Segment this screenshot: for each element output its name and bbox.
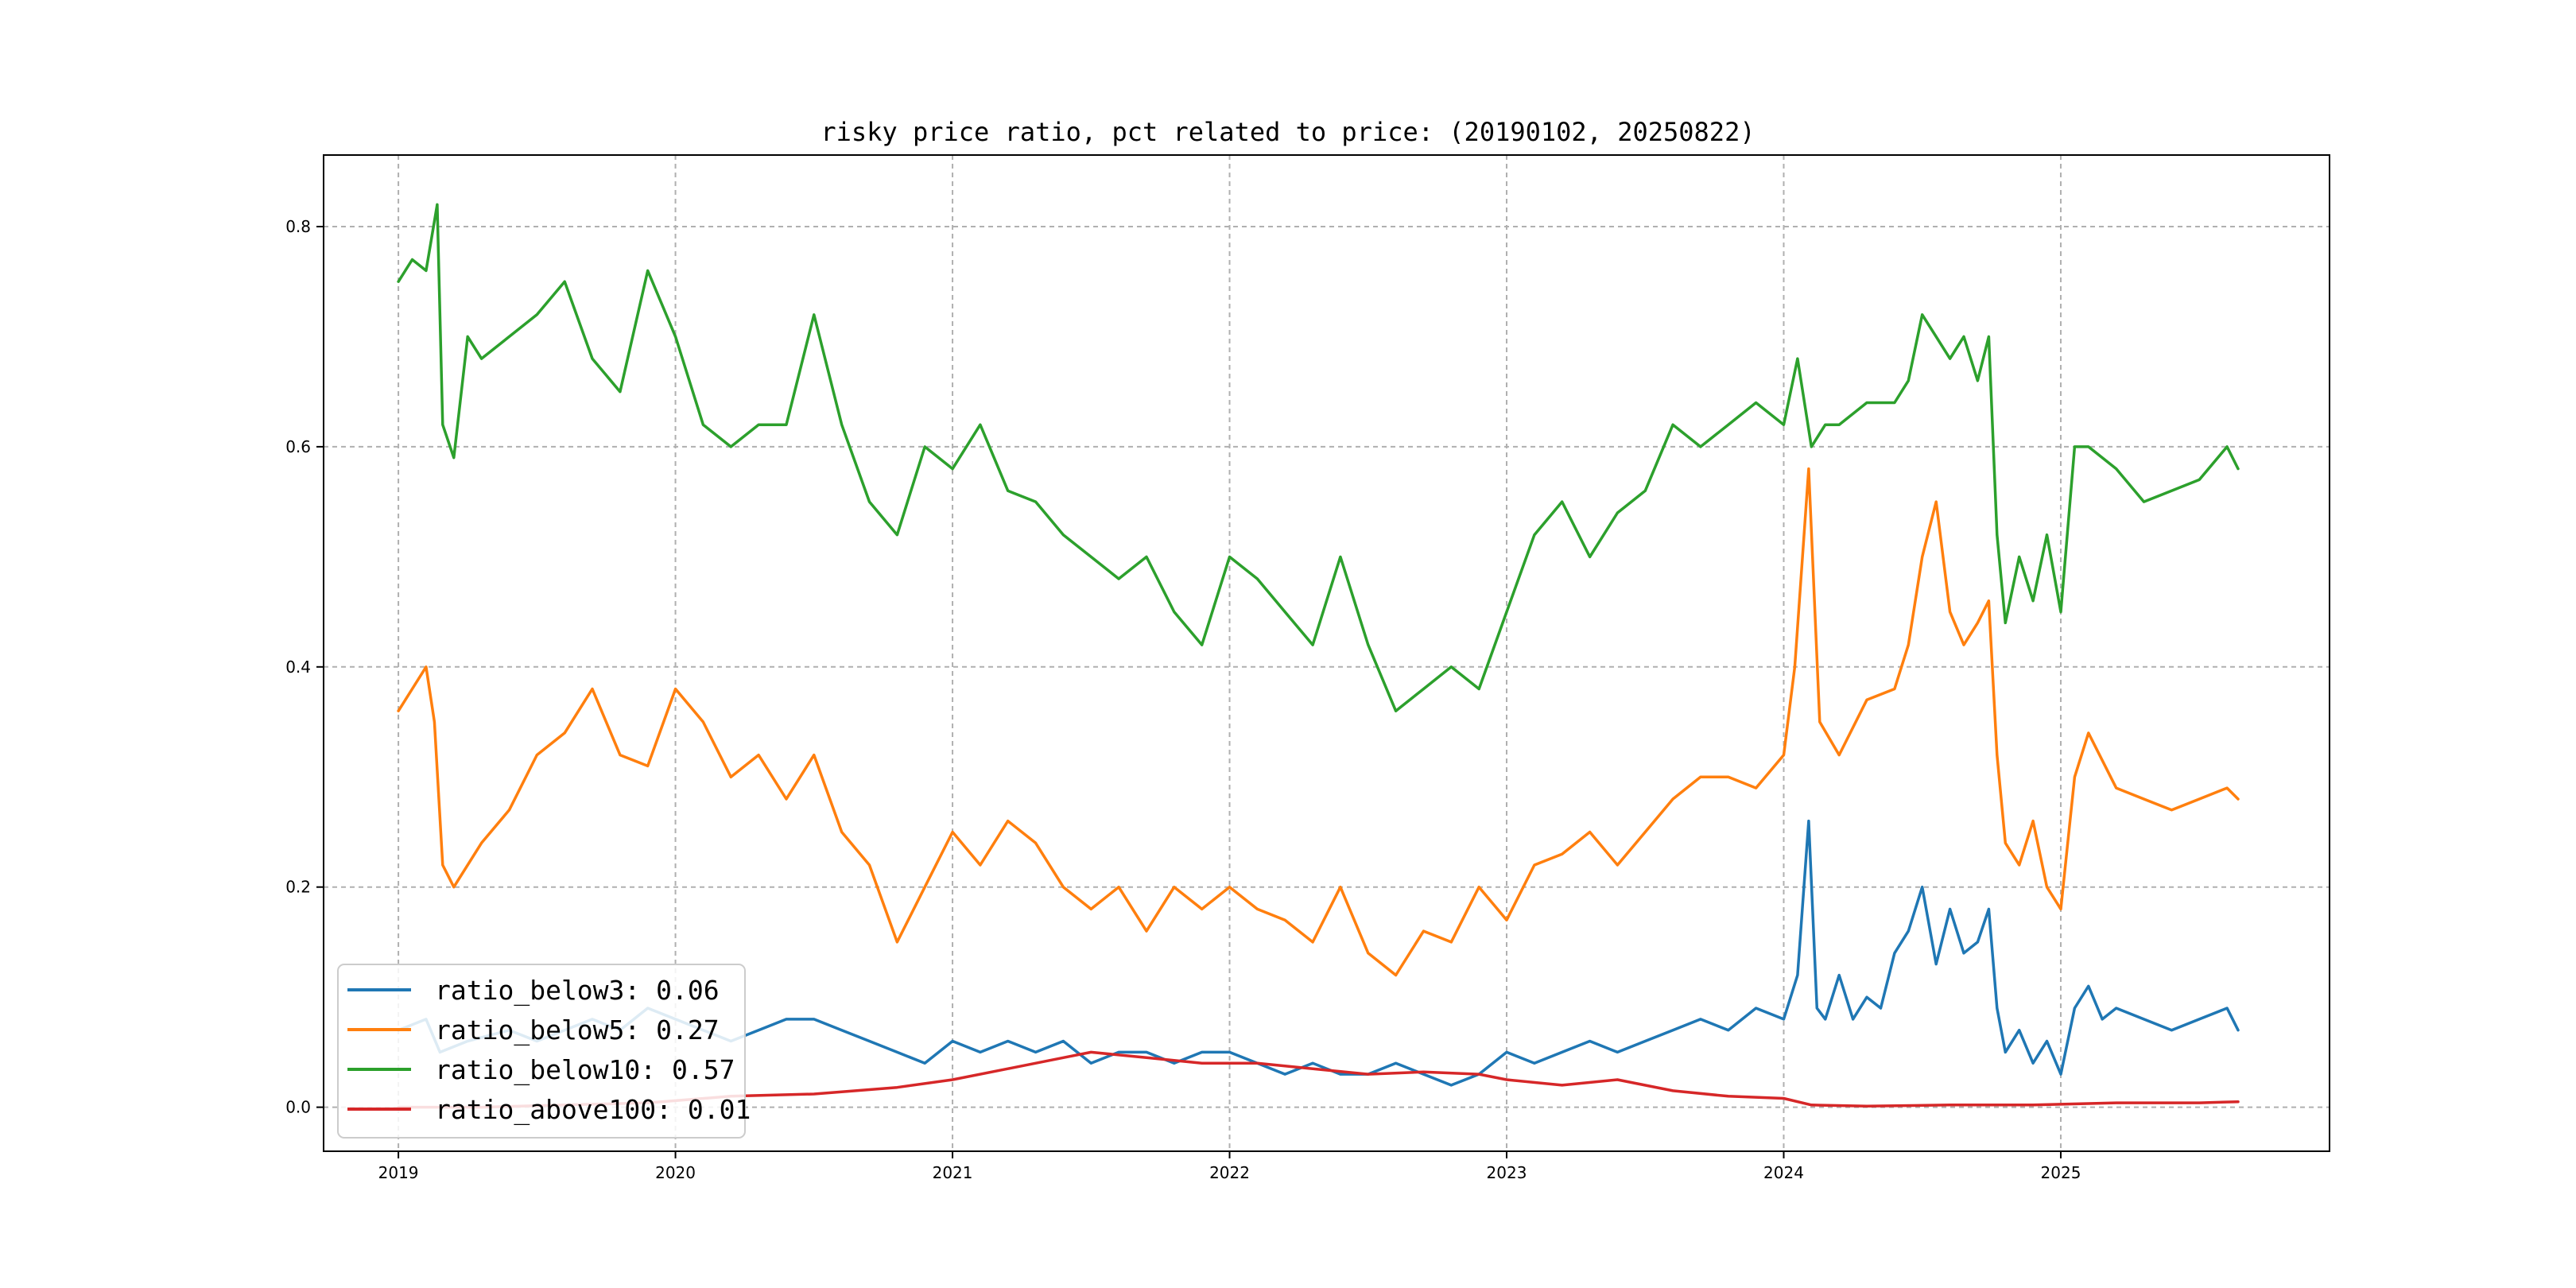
- legend-label-ratio_below3: ratio_below3: 0.06: [435, 975, 720, 1007]
- chart-title: risky price ratio, pct related to price:…: [821, 117, 1755, 147]
- legend-label-ratio_below10: ratio_below10: 0.57: [435, 1054, 735, 1086]
- series-lines: [397, 203, 2240, 1109]
- x-tick-label: 2024: [1763, 1163, 1804, 1182]
- legend-box: [337, 964, 746, 1139]
- y-tick-label: 0.8: [285, 217, 311, 236]
- series-line-ratio_below5: [397, 467, 2240, 977]
- x-tick-label: 2025: [2041, 1163, 2081, 1182]
- y-tick-label: 0.2: [285, 878, 311, 897]
- series-line-ratio_below3: [397, 819, 2240, 1087]
- series-line-ratio_below10: [397, 203, 2240, 712]
- y-tick-label: 0.0: [285, 1098, 311, 1117]
- axis-ticks: 2019 2020 2021 2022 2023 2024 2025 0.0 0.2 0.4 0.6…: [285, 217, 2081, 1182]
- y-tick-label: 0.4: [285, 658, 311, 677]
- legend: ratio_below3: 0.06 ratio_below5: 0.27 rati…: [337, 964, 751, 1139]
- y-tick-label: 0.6: [285, 437, 311, 456]
- x-tick-label: 2021: [933, 1163, 973, 1182]
- x-tick-label: 2022: [1209, 1163, 1250, 1182]
- x-tick-label: 2023: [1487, 1163, 1527, 1182]
- legend-label-ratio_above100: ratio_above100: 0.01: [435, 1094, 751, 1126]
- x-tick-label: 2020: [655, 1163, 696, 1182]
- plot-area-frame: [323, 154, 2330, 1152]
- legend-label-ratio_below5: ratio_below5: 0.27: [435, 1014, 720, 1046]
- x-tick-label: 2019: [378, 1163, 419, 1182]
- series-line-ratio_above100: [397, 1050, 2240, 1109]
